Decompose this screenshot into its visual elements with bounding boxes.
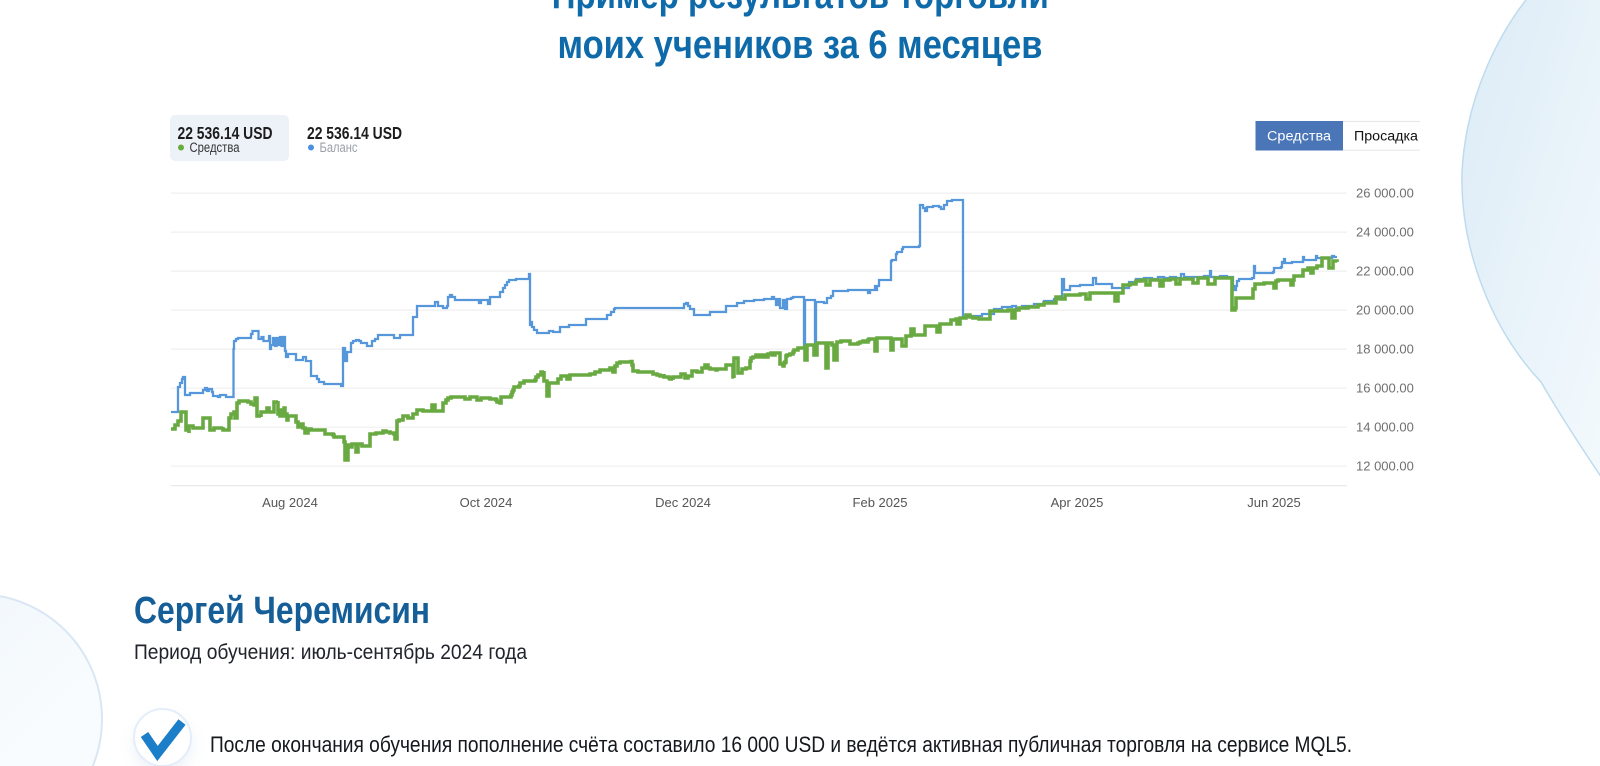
svg-text:Oct 2024: Oct 2024: [460, 495, 513, 510]
svg-text:Apr 2025: Apr 2025: [1051, 495, 1104, 510]
svg-text:Просадка: Просадка: [1354, 129, 1419, 144]
svg-text:14 000.00: 14 000.00: [1356, 420, 1414, 435]
svg-text:22 536.14 USD: 22 536.14 USD: [307, 123, 402, 143]
svg-text:Баланс: Баланс: [320, 140, 358, 155]
svg-text:Feb 2025: Feb 2025: [853, 495, 908, 510]
svg-text:24 000.00: 24 000.00: [1356, 225, 1414, 240]
svg-text:22 536.14 USD: 22 536.14 USD: [178, 123, 273, 143]
svg-text:20 000.00: 20 000.00: [1356, 303, 1414, 318]
svg-text:26 000.00: 26 000.00: [1356, 186, 1414, 201]
svg-text:Dec 2024: Dec 2024: [655, 495, 711, 510]
svg-text:Средства: Средства: [1267, 129, 1332, 144]
svg-text:22 000.00: 22 000.00: [1356, 264, 1414, 279]
svg-text:Jun 2025: Jun 2025: [1247, 495, 1301, 510]
svg-text:18 000.00: 18 000.00: [1356, 342, 1414, 357]
svg-text:16 000.00: 16 000.00: [1356, 381, 1414, 396]
svg-text:Aug 2024: Aug 2024: [262, 495, 318, 510]
svg-text:12 000.00: 12 000.00: [1356, 459, 1414, 474]
svg-text:Средства: Средства: [190, 140, 240, 155]
